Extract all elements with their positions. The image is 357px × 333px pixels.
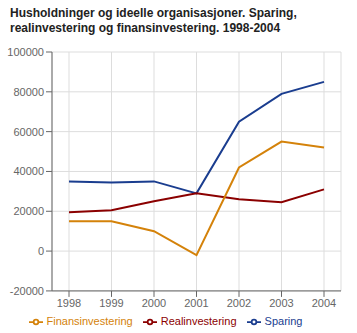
svg-text:0: 0: [38, 245, 44, 257]
html-text:Realinvestering: Realinvestering: [160, 314, 237, 327]
svg-text:1998: 1998: [57, 297, 81, 309]
html-text:realinvestering og finansinves: realinvestering og finansinvestering. 19…: [10, 21, 281, 35]
svg-text:2004: 2004: [312, 297, 336, 309]
html-text:Finansinvestering: Finansinvestering: [46, 314, 133, 327]
svg-text:100000: 100000: [8, 46, 44, 58]
svg-text:60000: 60000: [13, 126, 44, 138]
svg-text:-20000: -20000: [10, 285, 44, 297]
svg-text:1999: 1999: [99, 297, 123, 309]
svg-text:40000: 40000: [13, 165, 44, 177]
svg-text:80000: 80000: [13, 86, 44, 98]
svg-text:2000: 2000: [142, 297, 166, 309]
html-text:Husholdninger og ideelle organ: Husholdninger og ideelle organisasjoner.…: [10, 6, 297, 20]
html-text:Sparing: Sparing: [264, 314, 303, 327]
svg-text:20000: 20000: [13, 205, 44, 217]
svg-text:2003: 2003: [269, 297, 293, 309]
svg-text:2001: 2001: [184, 297, 208, 309]
svg-text:2002: 2002: [227, 297, 251, 309]
